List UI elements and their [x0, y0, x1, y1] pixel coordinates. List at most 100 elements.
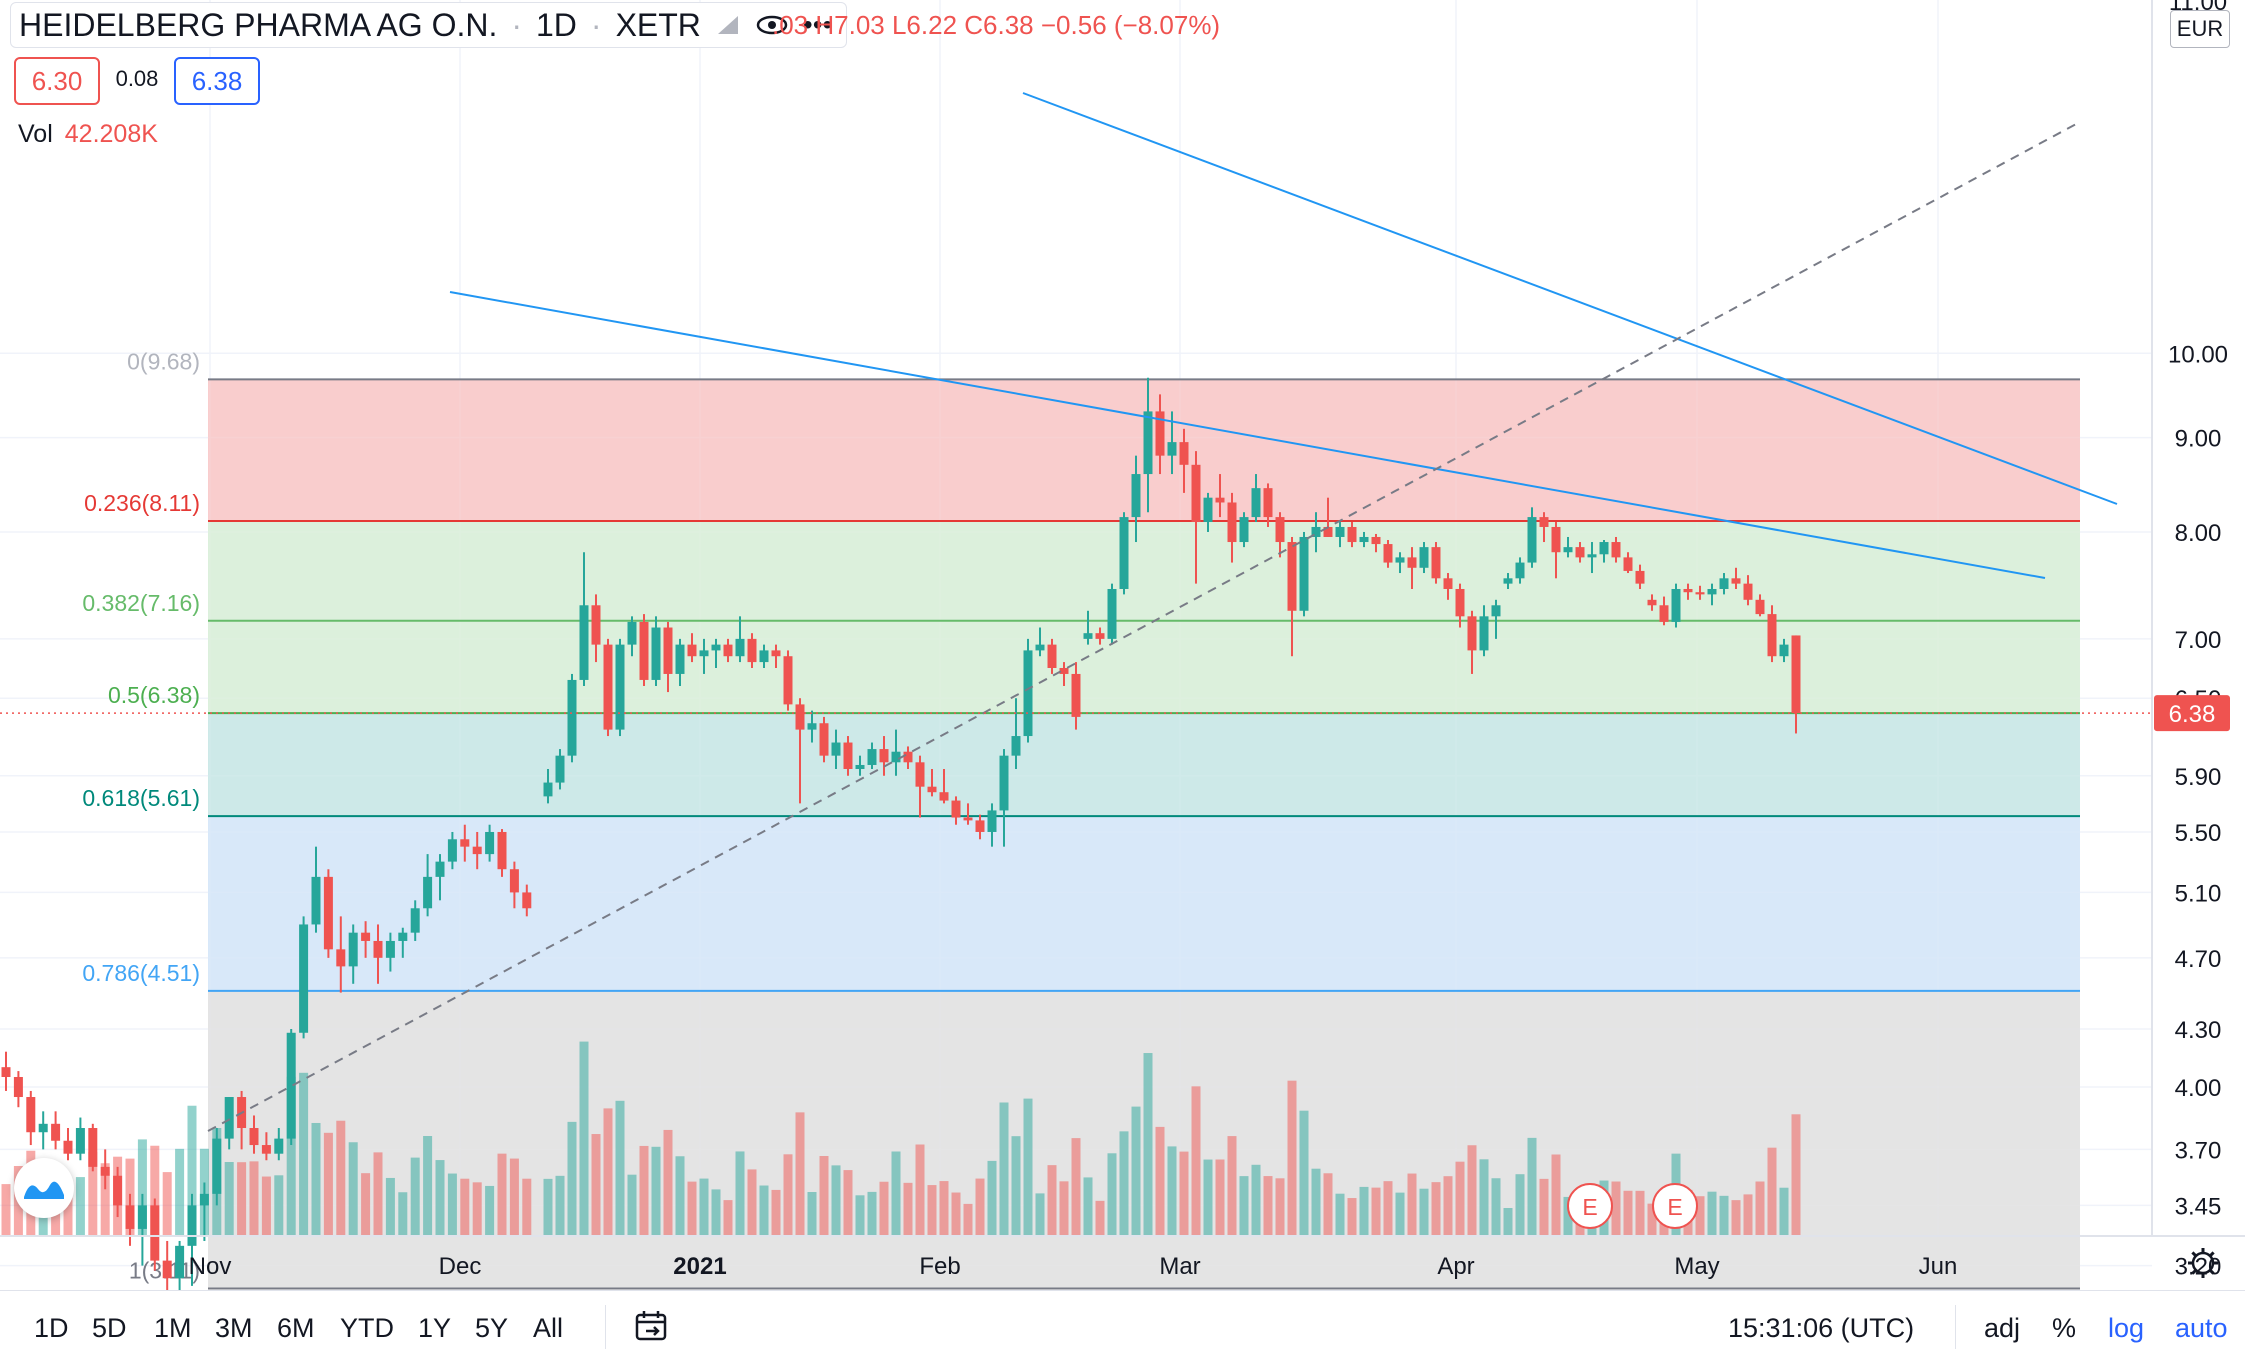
candle-body	[591, 605, 601, 645]
range-3m[interactable]: 3M	[215, 1313, 253, 1343]
candle-body	[398, 932, 408, 941]
auto-toggle[interactable]: auto	[2175, 1313, 2228, 1343]
candle-body	[1503, 578, 1513, 584]
date-range-icon[interactable]	[634, 1309, 670, 1345]
volume-bar	[447, 1173, 457, 1236]
candle-body	[1227, 502, 1237, 543]
flag-icon[interactable]	[715, 12, 741, 38]
candle-body	[1611, 542, 1621, 558]
volume-bar	[1275, 1178, 1285, 1236]
volume-bar	[1011, 1136, 1021, 1236]
candle-body	[999, 755, 1009, 811]
volume-bar	[75, 1177, 85, 1236]
volume-bar	[795, 1112, 805, 1236]
candle-body	[1215, 497, 1225, 503]
price-tick: 7.00	[2175, 627, 2222, 654]
volume-bar	[1383, 1181, 1393, 1236]
volume-bar	[1503, 1208, 1513, 1236]
clock-time[interactable]: 15:31:06 (UTC)	[1728, 1313, 1915, 1343]
fib-label: 0(9.68)	[127, 348, 200, 374]
candle-body	[783, 656, 793, 705]
price-chart[interactable]: 0(9.68) 0.236(8.11) 0.382(7.16) 0.5(6.38) 0.…	[0, 0, 2245, 1290]
candle-body	[75, 1128, 85, 1154]
log-toggle[interactable]: log	[2108, 1313, 2145, 1343]
fib-label: 0.382(7.16)	[82, 590, 200, 616]
candle-body	[1287, 542, 1297, 611]
candle-body	[1539, 517, 1549, 527]
ask-price[interactable]: 6.38	[174, 57, 260, 105]
candle-body	[987, 810, 997, 832]
volume-bar	[1491, 1178, 1501, 1236]
volume-bar	[385, 1177, 395, 1236]
volume-bar	[485, 1185, 495, 1236]
candle-body	[951, 800, 961, 818]
settings-icon[interactable]	[2188, 1248, 2218, 1278]
percent-toggle[interactable]: %	[2052, 1313, 2077, 1343]
volume-bar	[867, 1191, 877, 1236]
candle-body	[249, 1128, 259, 1146]
currency-button[interactable]: EUR	[2170, 10, 2230, 48]
range-1m[interactable]: 1M	[154, 1313, 192, 1343]
adj-toggle[interactable]: adj	[1984, 1313, 2021, 1343]
volume-bar	[435, 1160, 445, 1236]
range-5d[interactable]: 5D	[92, 1313, 127, 1343]
symbol-header[interactable]: HEIDELBERG PHARMA AG O.N. · 1D · XETR ••…	[10, 2, 848, 48]
volume-bar	[1347, 1198, 1357, 1236]
volume-bar	[224, 1162, 234, 1236]
earnings-marker-label: E	[1582, 1194, 1597, 1220]
interval-label[interactable]: 1D	[536, 6, 577, 43]
volume-legend: Vol 42.208K	[18, 120, 158, 148]
bid-price[interactable]: 6.30	[14, 57, 100, 105]
volume-bar	[771, 1189, 781, 1236]
price-tick: 4.70	[2175, 946, 2222, 973]
range-1d[interactable]: 1D	[34, 1313, 69, 1343]
candle-body	[1527, 517, 1537, 563]
fib-label: 0.786(4.51)	[82, 960, 200, 986]
exchange-label: XETR	[615, 6, 701, 43]
range-6m[interactable]: 6M	[277, 1313, 315, 1343]
volume-bar	[1563, 1196, 1573, 1236]
volume-bar	[855, 1195, 865, 1236]
volume-bar	[1635, 1190, 1645, 1236]
volume-bar	[1719, 1195, 1729, 1236]
candle-body	[1491, 605, 1501, 617]
candle-body	[711, 644, 721, 651]
candle-body	[1719, 578, 1729, 589]
volume-bar	[603, 1108, 613, 1236]
settings-icon-tooth	[2191, 1251, 2197, 1257]
candle-body	[963, 817, 973, 821]
volume-bar	[1299, 1110, 1309, 1236]
volume-bar	[975, 1178, 985, 1236]
volume-bar	[100, 1163, 110, 1236]
candle-body	[1599, 542, 1609, 555]
price-tick: 5.90	[2175, 764, 2222, 791]
candle-body	[1707, 588, 1717, 595]
tradingview-logo-icon[interactable]	[14, 1158, 74, 1218]
more-icon[interactable]: •••	[802, 9, 833, 40]
candle-body	[903, 751, 913, 763]
candle-body	[747, 638, 757, 663]
candle-body	[843, 742, 853, 770]
range-ytd[interactable]: YTD	[340, 1313, 394, 1343]
volume-bar	[150, 1145, 160, 1236]
range-5y[interactable]: 5Y	[475, 1313, 509, 1343]
divider	[605, 1305, 606, 1349]
range-all[interactable]: All	[533, 1313, 564, 1343]
volume-bar	[627, 1174, 637, 1236]
fib-label: 0.618(5.61)	[82, 785, 200, 811]
volume-bar	[807, 1192, 817, 1236]
time-tick: Feb	[919, 1253, 960, 1280]
volume-bar	[1551, 1154, 1561, 1236]
candle-body	[51, 1123, 61, 1141]
candle-body	[1239, 517, 1249, 543]
volume-bar	[1515, 1174, 1525, 1236]
candle-body	[1479, 616, 1489, 651]
volume-bar	[1083, 1177, 1093, 1236]
range-1y[interactable]: 1Y	[418, 1313, 452, 1343]
volume-bar	[699, 1178, 709, 1236]
candle-body	[735, 638, 745, 657]
volume-bar	[759, 1185, 769, 1236]
volume-bar	[1695, 1196, 1705, 1236]
candle-body	[1683, 588, 1693, 593]
eye-icon[interactable]	[755, 12, 789, 38]
